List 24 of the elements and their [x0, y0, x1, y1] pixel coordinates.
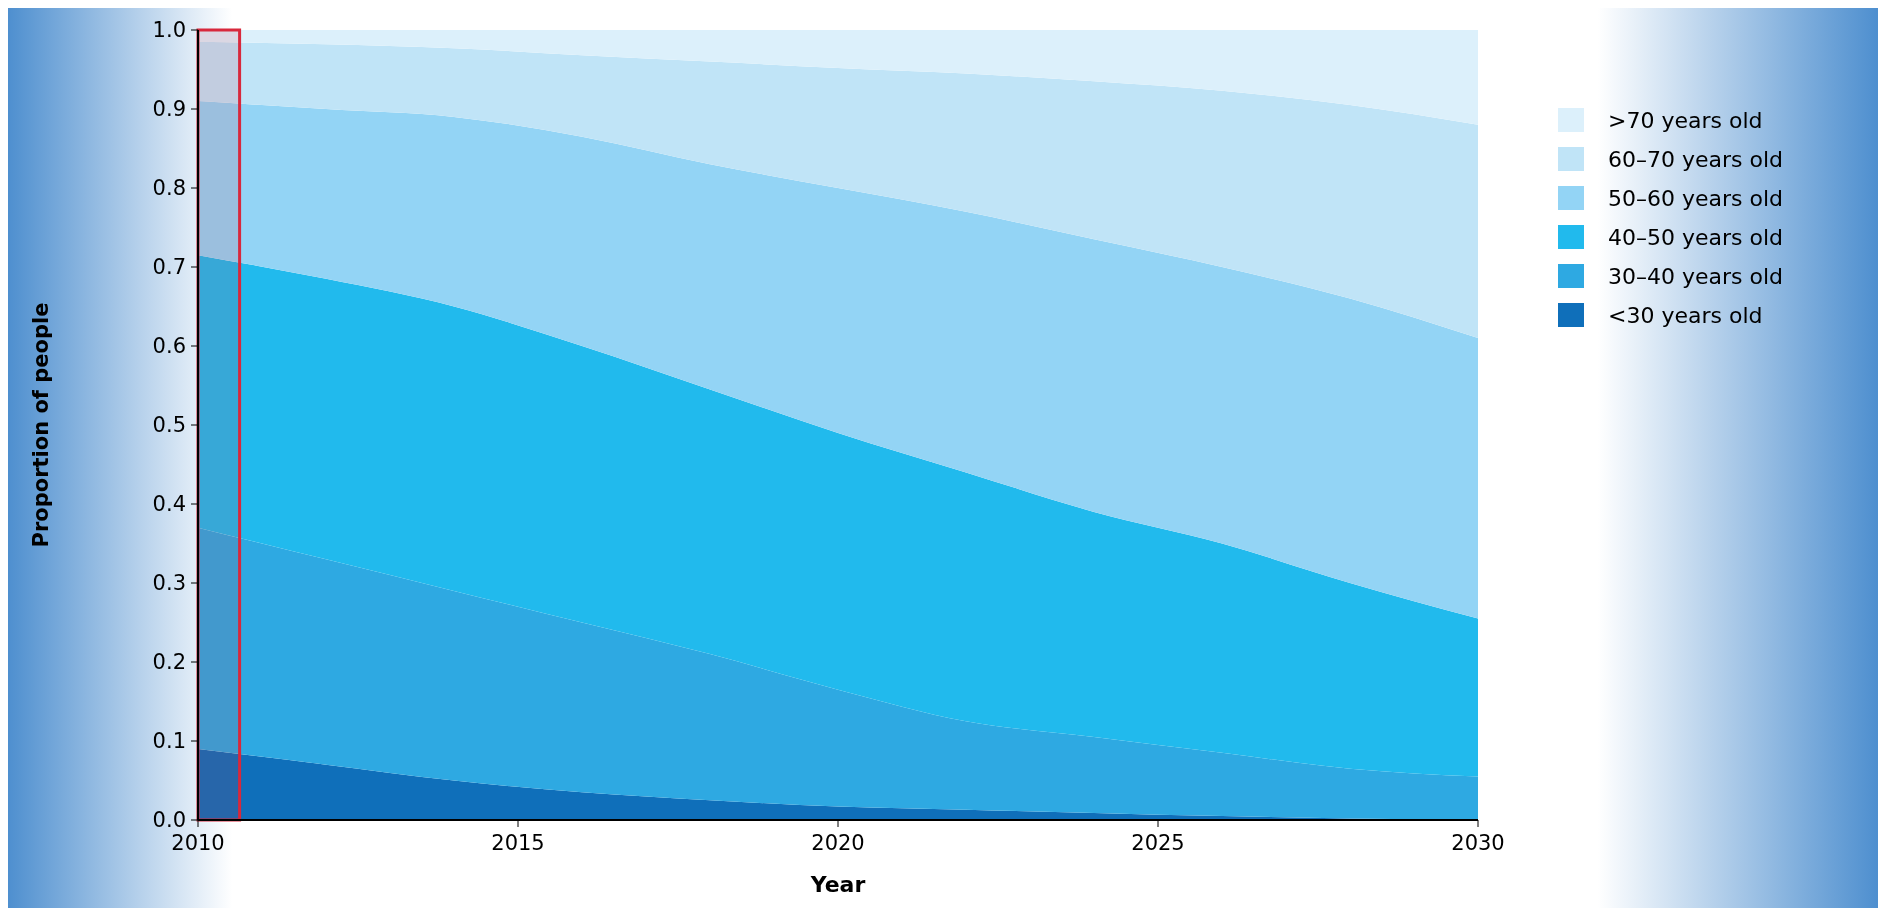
- y-tick-label: 0.6: [152, 334, 186, 359]
- y-tick-label: 0.8: [152, 176, 186, 201]
- y-tick-label: 0.2: [152, 650, 186, 675]
- x-tick-label: 2020: [811, 831, 865, 855]
- y-tick-label: 0.7: [152, 255, 186, 280]
- x-tick-label: 2025: [1131, 831, 1185, 855]
- y-tick-label: 0.9: [152, 97, 186, 122]
- legend-label: >70 years old: [1608, 107, 1763, 133]
- legend-label: 40–50 years old: [1608, 224, 1784, 250]
- y-tick-label: 0.4: [152, 492, 186, 517]
- y-tick-label: 0.5: [152, 413, 186, 438]
- legend-label: 50–60 years old: [1608, 185, 1784, 211]
- x-tick-label: 2010: [171, 831, 225, 855]
- y-axis-title: Proportion of people: [29, 302, 53, 548]
- y-tick-label: 1.0: [152, 18, 186, 43]
- x-axis-title: Year: [809, 872, 866, 897]
- y-tick-label: 0.3: [152, 571, 186, 596]
- y-tick-label: 0.1: [152, 729, 186, 754]
- x-tick-label: 2015: [491, 831, 545, 855]
- legend-label: <30 years old: [1608, 302, 1763, 328]
- legend-label: 60–70 years old: [1608, 146, 1784, 172]
- legend-label: 30–40 years old: [1608, 263, 1784, 289]
- x-tick-label: 2030: [1451, 831, 1505, 855]
- y-tick-label: 0.0: [152, 808, 186, 833]
